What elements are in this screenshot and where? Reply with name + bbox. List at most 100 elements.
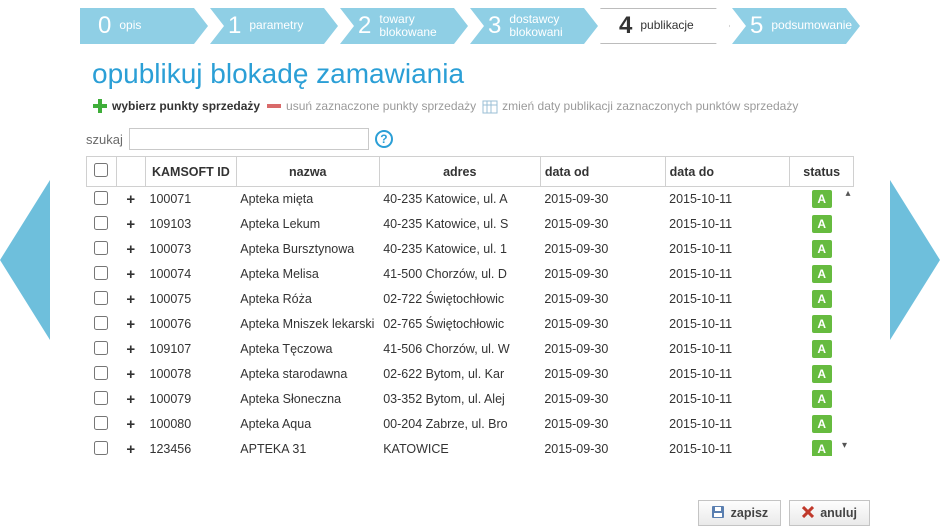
cell-name: Apteka Słoneczna — [236, 387, 379, 412]
scroll-down-icon[interactable]: ▾ — [842, 440, 847, 451]
table-row[interactable]: +100073Apteka Bursztynowa40-235 Katowice… — [87, 237, 854, 262]
step-num: 5 — [750, 12, 763, 40]
col-header-from[interactable]: data od — [540, 157, 665, 187]
add-pos-label: wybierz punkty sprzedaży — [112, 99, 260, 113]
scrollbar[interactable]: ▴ ▾ — [842, 188, 854, 199]
status-badge: A — [812, 365, 832, 383]
cell-name: Apteka Lekum — [236, 212, 379, 237]
expand-icon[interactable]: + — [116, 337, 146, 362]
cell-id: 123456 — [146, 437, 237, 457]
expand-icon[interactable]: + — [116, 437, 146, 457]
page-title: opublikuj blokadę zamawiania — [92, 58, 870, 90]
row-checkbox[interactable] — [94, 366, 108, 380]
step-4[interactable]: 4publikacje — [600, 8, 730, 44]
step-2[interactable]: 2 towaryblokowane — [340, 8, 468, 44]
cell-id: 100074 — [146, 262, 237, 287]
expand-icon[interactable]: + — [116, 212, 146, 237]
prev-arrow[interactable] — [0, 180, 50, 340]
col-header-id[interactable]: KAMSOFT ID — [146, 157, 237, 187]
expand-icon[interactable]: + — [116, 362, 146, 387]
col-header-name[interactable]: nazwa — [236, 157, 379, 187]
table-row[interactable]: +100074Apteka Melisa41-500 Chorzów, ul. … — [87, 262, 854, 287]
table-row[interactable]: +109103Apteka Lekum40-235 Katowice, ul. … — [87, 212, 854, 237]
add-pos-button[interactable]: wybierz punkty sprzedaży — [92, 98, 260, 114]
table-row[interactable]: +100078Apteka starodawna02-622 Bytom, ul… — [87, 362, 854, 387]
table-header-row: KAMSOFT ID nazwa adres data od data do s… — [87, 157, 854, 187]
cell-addr: 40-235 Katowice, ul. S — [379, 212, 540, 237]
cell-name: Apteka Tęczowa — [236, 337, 379, 362]
expand-icon[interactable]: + — [116, 312, 146, 337]
step-label: towaryblokowane — [379, 13, 436, 39]
status-badge: A — [812, 340, 832, 358]
col-header-addr[interactable]: adres — [379, 157, 540, 187]
cell-addr: 00-204 Zabrze, ul. Bro — [379, 412, 540, 437]
save-icon — [711, 505, 725, 522]
table-row[interactable]: +123456APTEKA 31 KATOWICE2015-09-302015-… — [87, 437, 854, 457]
scroll-up-icon[interactable]: ▴ — [842, 188, 854, 199]
row-checkbox[interactable] — [94, 266, 108, 280]
step-num: 4 — [619, 12, 632, 40]
table-row[interactable]: +100071Apteka mięta40-235 Katowice, ul. … — [87, 187, 854, 212]
step-label: podsumowanie — [771, 19, 852, 32]
cancel-button[interactable]: anuluj — [789, 500, 870, 526]
expand-icon[interactable]: + — [116, 187, 146, 212]
next-arrow[interactable] — [890, 180, 940, 340]
row-checkbox[interactable] — [94, 216, 108, 230]
cell-addr: 03-352 Bytom, ul. Alej — [379, 387, 540, 412]
cell-from: 2015-09-30 — [540, 187, 665, 212]
table-row[interactable]: +100075Apteka Róża02-722 Świętochłowic20… — [87, 287, 854, 312]
cell-name: APTEKA 31 — [236, 437, 379, 457]
col-header-to[interactable]: data do — [665, 157, 790, 187]
step-num: 3 — [488, 12, 501, 40]
cell-addr: 02-765 Świętochłowic — [379, 312, 540, 337]
expand-icon[interactable]: + — [116, 412, 146, 437]
expand-icon[interactable]: + — [116, 237, 146, 262]
step-3[interactable]: 3dostawcyblokowani — [470, 8, 598, 44]
step-5[interactable]: 5 podsumowanie — [732, 8, 860, 44]
status-badge: A — [812, 190, 832, 208]
cell-to: 2015-10-11 — [665, 362, 790, 387]
row-checkbox[interactable] — [94, 441, 108, 455]
row-checkbox[interactable] — [94, 341, 108, 355]
status-badge: A — [812, 415, 832, 433]
calendar-icon — [482, 98, 498, 114]
row-checkbox[interactable] — [94, 416, 108, 430]
search-input[interactable] — [129, 128, 369, 150]
row-checkbox[interactable] — [94, 191, 108, 205]
cell-to: 2015-10-11 — [665, 237, 790, 262]
expand-icon[interactable]: + — [116, 262, 146, 287]
status-badge: A — [812, 440, 832, 456]
cell-to: 2015-10-11 — [665, 437, 790, 457]
cell-addr: 41-506 Chorzów, ul. W — [379, 337, 540, 362]
remove-pos-label: usuń zaznaczone punkty sprzedaży — [286, 99, 476, 113]
step-num: 2 — [358, 12, 371, 40]
cell-from: 2015-09-30 — [540, 312, 665, 337]
status-badge: A — [812, 390, 832, 408]
expand-icon[interactable]: + — [116, 287, 146, 312]
col-header-status[interactable]: status — [790, 157, 854, 187]
remove-pos-button[interactable]: usuń zaznaczone punkty sprzedaży — [266, 98, 476, 114]
step-0[interactable]: 0opis — [80, 8, 208, 44]
expand-icon[interactable]: + — [116, 387, 146, 412]
select-all-checkbox[interactable] — [94, 163, 108, 177]
table-row[interactable]: +109107Apteka Tęczowa41-506 Chorzów, ul.… — [87, 337, 854, 362]
cell-to: 2015-10-11 — [665, 262, 790, 287]
cell-from: 2015-09-30 — [540, 237, 665, 262]
table-row[interactable]: +100080Apteka Aqua00-204 Zabrze, ul. Bro… — [87, 412, 854, 437]
cell-from: 2015-09-30 — [540, 412, 665, 437]
change-dates-button[interactable]: zmień daty publikacji zaznaczonych punkt… — [482, 98, 798, 114]
table-row[interactable]: +100079Apteka Słoneczna03-352 Bytom, ul.… — [87, 387, 854, 412]
step-1[interactable]: 1parametry — [210, 8, 338, 44]
cell-from: 2015-09-30 — [540, 212, 665, 237]
table-row[interactable]: +100076Apteka Mniszek lekarski02-765 Świ… — [87, 312, 854, 337]
row-checkbox[interactable] — [94, 391, 108, 405]
cell-status: A — [790, 337, 854, 362]
row-checkbox[interactable] — [94, 316, 108, 330]
minus-icon — [266, 98, 282, 114]
cell-status: A — [790, 262, 854, 287]
cell-status: A — [790, 312, 854, 337]
row-checkbox[interactable] — [94, 291, 108, 305]
save-button[interactable]: zapisz — [698, 500, 782, 526]
row-checkbox[interactable] — [94, 241, 108, 255]
help-icon[interactable]: ? — [375, 130, 393, 148]
